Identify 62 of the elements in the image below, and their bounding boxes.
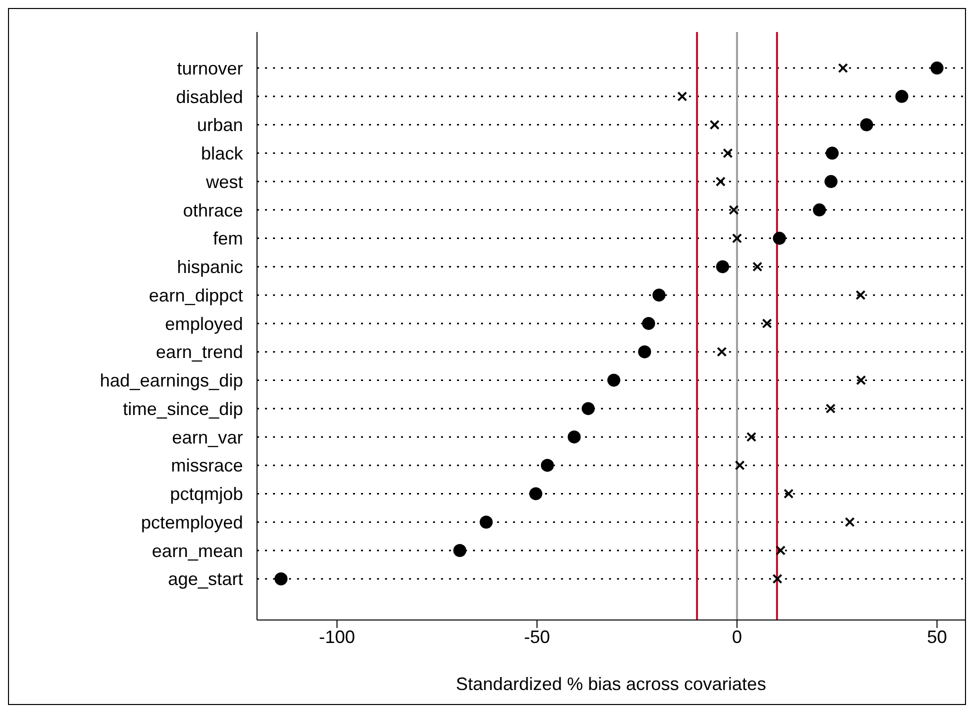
y-tick-label: fem <box>212 228 243 249</box>
y-tick-label: pctemployed <box>140 512 243 532</box>
point <box>734 460 745 470</box>
x-tick-label: -50 <box>524 626 550 647</box>
point <box>638 345 652 358</box>
point <box>812 203 826 216</box>
y-tick-label: had_earnings_dip <box>100 370 243 391</box>
point <box>652 288 666 302</box>
point <box>824 175 838 188</box>
y-tick-label: time_since_dip <box>122 398 243 419</box>
y-tick-label: turnover <box>176 58 243 78</box>
y-tick-label: pctqmjob <box>170 484 243 504</box>
y-tick-label: missrace <box>170 456 243 476</box>
point <box>642 316 656 330</box>
point <box>732 233 742 244</box>
point <box>716 346 727 357</box>
point <box>826 146 839 160</box>
point <box>529 487 542 500</box>
point <box>860 118 874 132</box>
point <box>480 516 493 529</box>
point <box>728 204 739 215</box>
point <box>607 374 620 387</box>
point <box>772 574 782 584</box>
point <box>776 545 786 556</box>
point <box>856 290 866 300</box>
point <box>716 176 726 187</box>
point <box>582 402 595 416</box>
y-tick-label: west <box>204 172 243 192</box>
y-tick-label: earn_mean <box>152 540 243 561</box>
y-tick-label: employed <box>164 314 243 334</box>
y-tick-label: urban <box>196 115 243 136</box>
x-axis-title: Standardized % bias across covariates <box>456 674 766 694</box>
point <box>856 375 866 386</box>
point <box>568 430 581 444</box>
point <box>677 91 688 102</box>
point <box>762 318 772 328</box>
point <box>895 90 908 103</box>
point <box>838 63 848 74</box>
point <box>930 62 944 75</box>
y-tick-label: othrace <box>182 200 243 220</box>
point <box>746 432 756 442</box>
x-tick-label: 50 <box>926 626 948 647</box>
y-tick-label: earn_trend <box>156 342 243 362</box>
point <box>716 260 730 274</box>
point <box>752 262 762 272</box>
point <box>772 232 786 245</box>
point <box>540 458 554 472</box>
x-tick-label: 0 <box>732 626 742 647</box>
point <box>274 572 288 586</box>
y-tick-label: disabled <box>176 86 243 107</box>
point <box>453 544 466 557</box>
point <box>722 148 733 158</box>
point <box>826 404 836 414</box>
point <box>844 517 855 528</box>
y-tick-label: black <box>200 144 244 164</box>
y-tick-label: earn_var <box>172 427 243 448</box>
y-tick-label: age_start <box>168 569 243 590</box>
y-tick-label: earn_dippct <box>148 285 243 306</box>
point <box>710 120 720 130</box>
y-tick-label: hispanic <box>176 257 243 278</box>
x-tick-label: -100 <box>318 626 356 647</box>
point <box>784 488 794 499</box>
